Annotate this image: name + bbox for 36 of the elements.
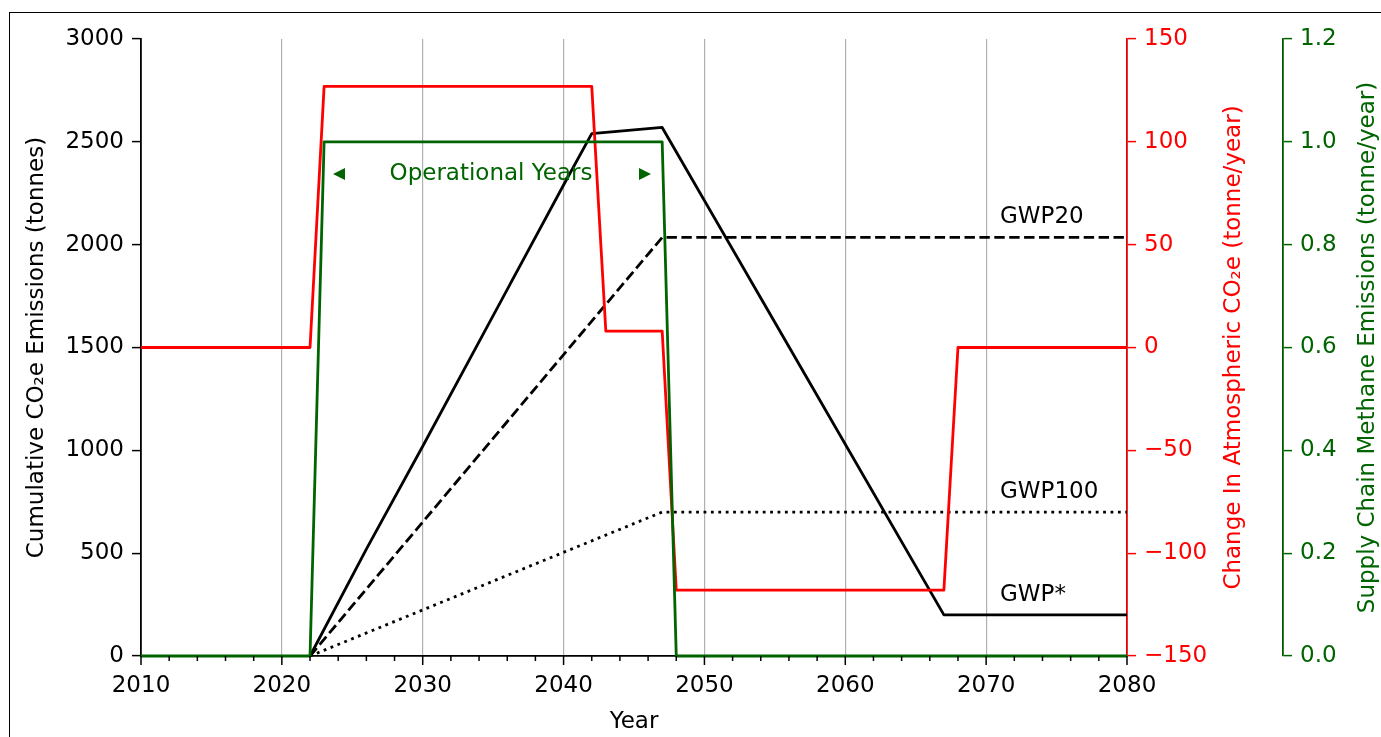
y2-tick-label: 150 [1144,23,1188,50]
y3-tick-label: 0.2 [1300,538,1337,565]
y-tick-label: 3000 [65,23,124,50]
x-axis-title: Year [608,706,659,733]
x-tick-label: 2020 [252,670,312,697]
y-tick-label: 2500 [65,126,124,153]
y3-tick-label: 0.8 [1300,229,1337,256]
y3-axis-title: Supply Chain Methane Emissions (tonne/year) [1352,81,1379,614]
y3-tick-label: 1.2 [1300,23,1337,50]
y3-tick-label: 0.4 [1300,435,1337,462]
y2-tick-label: 0 [1144,332,1159,359]
y3-tick-label: 0.6 [1300,332,1337,359]
y2-tick-label: 50 [1144,229,1174,256]
series-label: GWP100 [1000,477,1099,504]
x-tick-label: 2010 [111,670,171,697]
x-tick-label: 2040 [534,670,593,697]
y2-tick-label: −150 [1144,640,1208,667]
y-tick-label: 500 [80,538,124,565]
y-tick-label: 1500 [65,332,124,359]
series-label: GWP* [1000,579,1066,606]
x-tick-label: 2070 [956,670,1016,697]
y-tick-label: 0 [109,640,124,667]
x-tick-label: 2080 [1097,670,1157,697]
y2-tick-label: −100 [1144,538,1208,565]
y-axis-title: Cumulative CO₂e Emissions (tonnes) [21,136,48,559]
x-tick-label: 2060 [816,670,875,697]
series-label: GWP20 [1000,202,1084,229]
y2-tick-label: 100 [1144,126,1188,153]
x-tick-label: 2050 [675,670,734,697]
y-tick-label: 1000 [65,435,124,462]
x-tick-label: 2030 [393,670,452,697]
y-tick-label: 2000 [65,229,124,256]
y2-axis-title: Change In Atmospheric CO₂e (tonne/year) [1218,105,1245,590]
y3-tick-label: 1.0 [1300,126,1337,153]
y2-tick-label: −50 [1144,435,1193,462]
y3-tick-label: 0.0 [1300,640,1337,667]
